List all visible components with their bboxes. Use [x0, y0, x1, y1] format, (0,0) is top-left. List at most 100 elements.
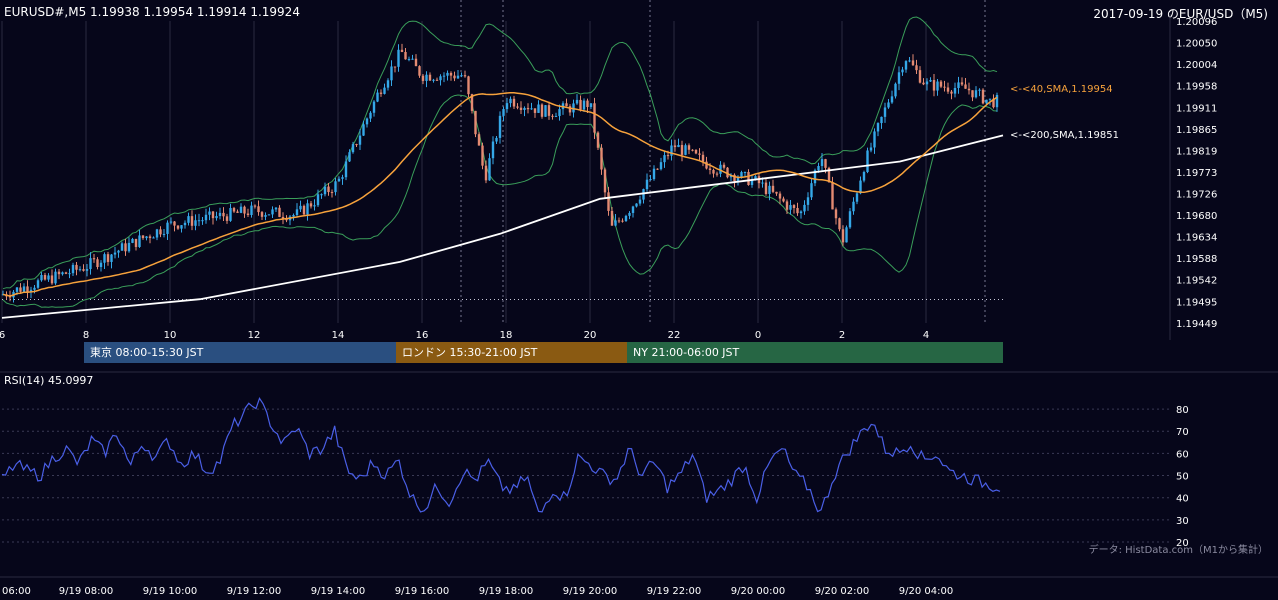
candle-body: [250, 205, 253, 216]
candle-body: [936, 81, 939, 91]
candle-body: [988, 98, 992, 100]
candle-body: [701, 154, 705, 162]
candle-body: [218, 212, 222, 217]
candle-body: [152, 237, 155, 239]
candle-body: [775, 191, 778, 194]
hour-tick-label: 14: [332, 330, 345, 341]
candle-body: [467, 76, 470, 95]
bollinger-lower: [2, 94, 998, 308]
candle-body: [817, 166, 820, 171]
candle-body: [971, 90, 974, 98]
candle-body: [894, 83, 897, 97]
candle-body: [145, 236, 148, 239]
price-tick-label: 1.19911: [1176, 103, 1217, 114]
candle-body: [428, 74, 432, 81]
candle-body: [859, 180, 862, 194]
candle-body: [778, 193, 782, 199]
candle-body: [78, 269, 82, 271]
candle-body: [208, 211, 211, 215]
candle-body: [600, 147, 603, 170]
candle-body: [743, 171, 747, 173]
candle-body: [239, 206, 243, 213]
candle-body: [722, 164, 726, 168]
candle-body: [414, 58, 418, 67]
candle-body: [981, 89, 985, 104]
candle-body: [652, 168, 656, 180]
candle-body: [547, 105, 551, 116]
candle-body: [36, 280, 40, 288]
candle-body: [656, 168, 659, 170]
candle-body: [575, 99, 579, 104]
hour-tick-label: 0: [755, 330, 761, 341]
candle-body: [649, 179, 652, 181]
candle-body: [750, 179, 754, 185]
candle-body: [736, 177, 740, 182]
candle-body: [908, 60, 911, 62]
candle-body: [96, 259, 99, 267]
candle-body: [334, 181, 337, 193]
candle-body: [866, 150, 869, 173]
price-tick-label: 1.20096: [1176, 17, 1217, 28]
candle-body: [943, 86, 946, 88]
candle-body: [705, 161, 708, 169]
candle-body: [810, 183, 813, 198]
candle-body: [386, 80, 390, 88]
rsi-tick-label: 70: [1176, 427, 1189, 438]
candle-body: [285, 218, 288, 221]
candle-body: [635, 203, 638, 207]
candle-body: [670, 145, 673, 156]
candle-body: [617, 220, 621, 222]
candle-body: [684, 145, 687, 155]
candle-body: [183, 222, 187, 226]
candle-body: [442, 75, 446, 77]
candle-body: [589, 103, 593, 107]
candle-body: [523, 107, 526, 110]
candle-body: [330, 192, 334, 194]
candle-body: [782, 198, 785, 202]
hour-tick-label: 2: [839, 330, 845, 341]
price-tick-label: 1.19773: [1176, 168, 1217, 179]
candle-body: [488, 158, 491, 181]
rsi-tick-label: 20: [1176, 538, 1189, 549]
candle-body: [257, 206, 260, 213]
bollinger-upper: [2, 16, 998, 290]
candle-body: [960, 82, 964, 85]
candle-body: [659, 162, 663, 170]
rsi-tick-label: 50: [1176, 472, 1189, 483]
price-tick-label: 1.19588: [1176, 254, 1217, 265]
candle-body: [57, 271, 61, 275]
candle-body: [901, 69, 904, 73]
candle-body: [194, 220, 197, 226]
hour-tick-label: 18: [500, 330, 513, 341]
candle-body: [85, 269, 89, 271]
candle-body: [470, 94, 474, 111]
candle-body: [708, 168, 712, 170]
candle-body: [397, 49, 400, 67]
candle-body: [614, 220, 617, 226]
candle-body: [568, 106, 572, 113]
candle-body: [264, 215, 267, 217]
candle-body: [407, 58, 411, 60]
price-tick-label: 1.20050: [1176, 38, 1217, 49]
candle-body: [610, 210, 614, 226]
candle-body: [789, 205, 792, 210]
candle-body: [22, 286, 26, 292]
time-tick-label: 06:00: [2, 586, 31, 597]
symbol-ohlc-readout: EURUSD#,M5 1.19938 1.19954 1.19914 1.199…: [4, 5, 300, 19]
candle-body: [309, 203, 313, 207]
candle-body: [974, 90, 978, 98]
candle-body: [551, 115, 554, 117]
candle-body: [456, 75, 460, 79]
candle-body: [505, 103, 509, 110]
candle-body: [680, 144, 684, 155]
candle-body: [411, 58, 414, 60]
candle-body: [603, 169, 607, 193]
candle-body: [180, 225, 183, 229]
candle-body: [26, 286, 29, 292]
candle-body: [348, 152, 351, 162]
candle-body: [351, 144, 355, 153]
candle-body: [204, 214, 208, 221]
hour-tick-label: 8: [83, 330, 89, 341]
candle-body: [306, 203, 309, 215]
